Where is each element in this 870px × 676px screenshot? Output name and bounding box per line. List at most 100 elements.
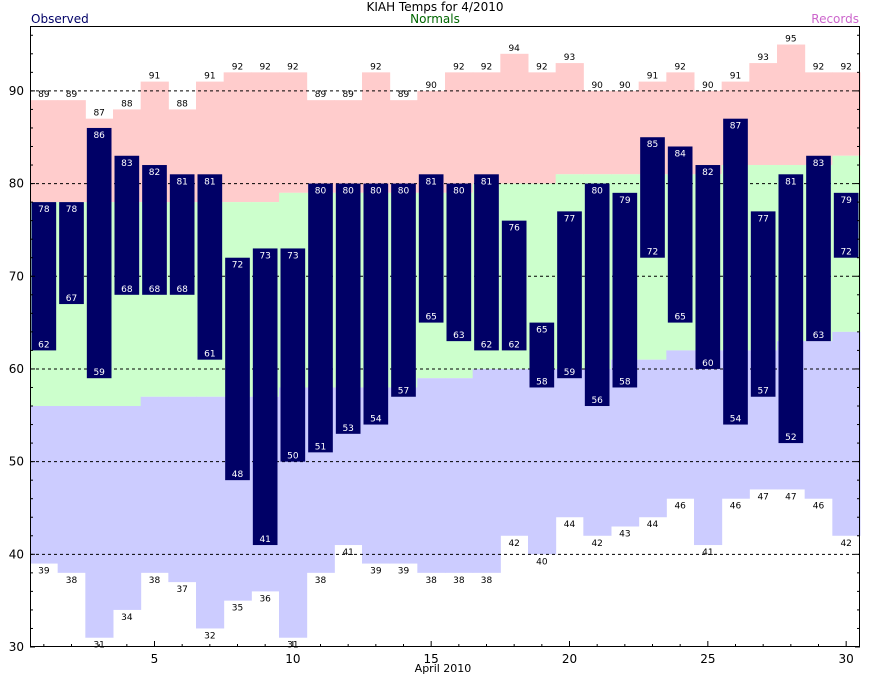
record-high-band (30, 100, 59, 203)
record-high-label: 90 (619, 81, 631, 91)
observed-low-label: 67 (66, 294, 77, 304)
record-low-label: 38 (425, 576, 437, 586)
observed-low-label: 68 (176, 285, 188, 295)
record-high-label: 89 (66, 90, 78, 100)
observed-high-label: 80 (453, 187, 465, 197)
record-low-label: 46 (813, 502, 825, 512)
record-high-band (804, 72, 833, 166)
record-high-label: 92 (481, 62, 492, 72)
observed-low-label: 62 (508, 340, 519, 350)
observed-bar (31, 202, 57, 351)
y-tick-label: 70 (9, 269, 24, 283)
observed-bar (667, 146, 693, 323)
observed-high-label: 82 (702, 168, 713, 178)
x-tick-label: 10 (285, 652, 300, 666)
record-high-label: 91 (730, 72, 741, 82)
observed-low-label: 50 (287, 452, 299, 462)
record-high-label: 89 (315, 90, 327, 100)
observed-high-label: 87 (730, 122, 741, 132)
observed-low-label: 56 (591, 396, 603, 406)
record-high-band (749, 63, 778, 166)
record-high-band (583, 90, 612, 175)
record-high-band (611, 90, 640, 175)
x-tick-label: 15 (424, 652, 439, 666)
x-tick-label: 30 (839, 652, 854, 666)
record-high-label: 92 (259, 62, 270, 72)
record-low-label: 34 (121, 613, 133, 623)
observed-low-label: 65 (425, 313, 436, 323)
y-tick-label: 80 (9, 177, 24, 191)
observed-low-label: 72 (647, 248, 658, 258)
record-high-band (389, 100, 418, 193)
record-high-band (306, 100, 335, 193)
record-low-band (57, 406, 86, 573)
observed-bar (529, 322, 555, 388)
record-low-band (638, 359, 667, 518)
observed-low-label: 68 (149, 285, 161, 295)
observed-bar (335, 183, 361, 434)
legend-normals: Normals (410, 12, 460, 26)
record-low-label: 41 (342, 548, 353, 558)
record-low-label: 44 (564, 520, 576, 530)
observed-bar (723, 118, 748, 425)
observed-low-label: 48 (232, 470, 244, 480)
record-low-label: 39 (370, 567, 382, 577)
record-low-band (500, 368, 529, 536)
record-low-label: 36 (259, 594, 271, 604)
record-high-label: 92 (813, 62, 824, 72)
observed-bar (59, 202, 84, 305)
record-high-band (500, 53, 529, 184)
observed-high-label: 82 (149, 168, 160, 178)
record-high-label: 90 (425, 81, 437, 91)
record-high-band (279, 72, 308, 193)
observed-bar (86, 127, 112, 379)
record-low-label: 39 (398, 567, 410, 577)
observed-low-label: 51 (315, 442, 326, 452)
record-high-label: 92 (287, 62, 298, 72)
observed-bar (833, 192, 859, 258)
observed-low-label: 59 (93, 368, 105, 378)
record-low-label: 47 (757, 492, 768, 502)
observed-low-label: 58 (536, 377, 548, 387)
observed-low-label: 65 (674, 313, 685, 323)
record-high-label: 93 (564, 53, 575, 63)
record-high-label: 89 (342, 90, 354, 100)
chart-title: KIAH Temps for 4/2010 (366, 0, 504, 14)
y-tick-label: 90 (9, 84, 24, 98)
y-tick-label: 40 (9, 547, 24, 561)
record-high-label: 92 (453, 62, 464, 72)
record-low-band (140, 396, 169, 573)
record-low-label: 42 (840, 539, 851, 549)
observed-high-label: 72 (232, 261, 243, 271)
observed-bar (169, 174, 195, 295)
observed-bar (501, 220, 527, 351)
record-high-label: 92 (536, 62, 547, 72)
record-high-label: 89 (38, 90, 50, 100)
observed-high-label: 81 (425, 177, 436, 187)
observed-low-label: 62 (481, 340, 492, 350)
observed-bar (363, 183, 389, 425)
observed-high-label: 80 (315, 187, 327, 197)
observed-bar (142, 165, 167, 295)
legend-records: Records (811, 12, 859, 26)
record-high-band (57, 100, 86, 203)
record-low-band (168, 396, 197, 583)
observed-high-label: 76 (508, 224, 520, 234)
observed-bar (778, 174, 804, 444)
observed-high-label: 83 (121, 159, 132, 169)
record-high-label: 91 (647, 72, 658, 82)
observed-low-label: 54 (730, 415, 742, 425)
observed-low-label: 60 (702, 359, 714, 369)
observed-high-label: 78 (38, 205, 50, 215)
record-low-band (85, 406, 114, 638)
x-tick-label: 5 (151, 652, 159, 666)
observed-bar (446, 183, 472, 342)
record-low-label: 32 (204, 631, 215, 641)
observed-bar (806, 155, 831, 342)
observed-high-label: 79 (840, 196, 852, 206)
record-high-label: 87 (93, 109, 104, 119)
record-low-label: 38 (481, 576, 493, 586)
observed-low-label: 52 (785, 433, 796, 443)
record-low-band (832, 331, 861, 536)
record-high-label: 88 (176, 99, 188, 109)
